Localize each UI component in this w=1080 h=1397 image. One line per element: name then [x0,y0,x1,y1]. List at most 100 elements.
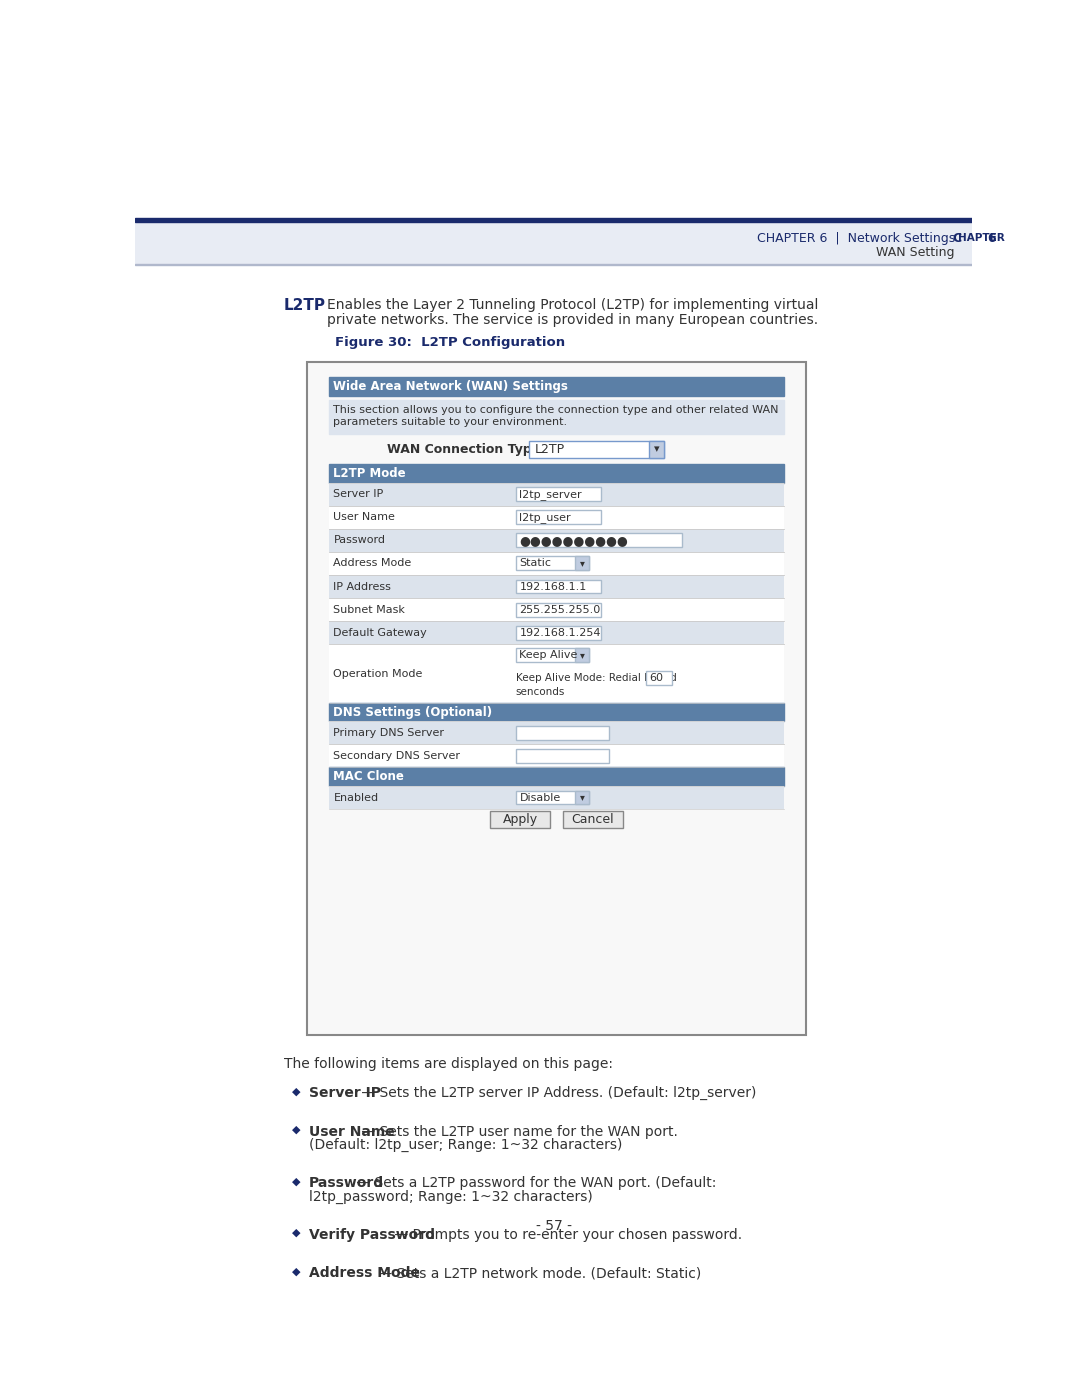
Text: Subnet Mask: Subnet Mask [334,605,405,615]
Bar [328,622,784,644]
Bar [576,648,590,662]
Text: 6: 6 [987,232,996,244]
Bar [328,506,784,529]
Text: Static: Static [519,559,552,569]
Text: C: C [953,232,962,244]
Text: 60: 60 [649,673,663,683]
Text: Disable: Disable [519,792,561,802]
Bar [328,377,784,395]
Text: private networks. The service is provided in many European countries.: private networks. The service is provide… [327,313,819,327]
Bar [515,534,683,548]
Bar [328,482,784,506]
Text: L2TP: L2TP [535,443,565,455]
Text: Keep Alive Mode: Redial Period: Keep Alive Mode: Redial Period [515,673,676,683]
Text: parameters suitable to your environment.: parameters suitable to your environment. [333,418,567,427]
Text: 192.168.1.1: 192.168.1.1 [519,581,586,591]
Bar [328,598,784,622]
Bar [328,703,784,721]
Text: 192.168.1.254: 192.168.1.254 [519,627,600,637]
Text: — Sets a L2TP network mode. (Default: Static): — Sets a L2TP network mode. (Default: St… [374,1267,701,1281]
Bar [515,556,590,570]
Text: IP Address: IP Address [334,581,391,591]
Text: Server IP: Server IP [309,1087,380,1101]
Text: ◆: ◆ [292,1087,300,1097]
Text: — Sets the L2TP user name for the WAN port.: — Sets the L2TP user name for the WAN po… [357,1125,678,1139]
Bar [515,488,600,502]
Bar [515,602,600,616]
Bar [515,648,590,662]
Text: (Default: l2tp_user; Range: 1~32 characters): (Default: l2tp_user; Range: 1~32 charact… [309,1137,622,1153]
Bar [576,791,590,805]
Text: Address Mode: Address Mode [309,1267,420,1281]
Bar [135,168,972,219]
Bar [529,441,664,458]
Text: User Name: User Name [309,1125,394,1139]
Text: Enabled: Enabled [334,792,378,802]
Bar [515,510,600,524]
Text: ▾: ▾ [580,792,584,802]
Bar [328,464,784,482]
Bar [515,749,609,763]
Text: Enables the Layer 2 Tunneling Protocol (L2TP) for implementing virtual: Enables the Layer 2 Tunneling Protocol (… [327,298,819,312]
Bar [328,721,784,745]
Bar [328,644,784,703]
Bar [515,580,600,594]
Bar [328,400,784,434]
Text: ◆: ◆ [292,1176,300,1186]
Bar [563,812,623,828]
Bar [490,812,551,828]
Bar [328,576,784,598]
Text: — Prompts you to re-enter your chosen password.: — Prompts you to re-enter your chosen pa… [390,1228,742,1242]
Text: WAN Setting: WAN Setting [877,246,955,258]
Text: Operation Mode: Operation Mode [334,669,422,679]
Bar [328,787,784,809]
Text: MAC Clone: MAC Clone [334,770,404,784]
Bar [328,745,784,767]
Text: Address Mode: Address Mode [334,559,411,569]
Text: Password: Password [334,535,386,545]
Text: L2TP Mode: L2TP Mode [334,467,406,479]
Text: l2tp_password; Range: 1~32 characters): l2tp_password; Range: 1~32 characters) [309,1189,592,1204]
Bar [515,791,590,805]
Text: Server IP: Server IP [334,489,383,499]
Text: ▾: ▾ [653,444,660,454]
Text: l2tp_user: l2tp_user [519,511,571,522]
Bar [649,441,664,458]
Bar [328,552,784,576]
Text: Cancel: Cancel [571,813,615,827]
Text: senconds: senconds [515,687,565,697]
Text: Apply: Apply [502,813,538,827]
Text: - 57 -: - 57 - [536,1220,571,1234]
Bar [515,726,609,740]
Text: Primary DNS Server: Primary DNS Server [334,728,444,738]
Bar [135,219,972,264]
Text: Keep Alive: Keep Alive [519,650,578,659]
Text: Verify Password: Verify Password [309,1228,434,1242]
Text: Figure 30:  L2TP Configuration: Figure 30: L2TP Configuration [335,337,565,349]
Text: L2TP: L2TP [284,298,326,313]
Text: User Name: User Name [334,513,395,522]
Bar [307,362,806,1035]
Text: ●●●●●●●●●●: ●●●●●●●●●● [519,534,629,546]
Text: l2tp_server: l2tp_server [519,489,582,500]
Text: — Sets the L2TP server IP Address. (Default: l2tp_server): — Sets the L2TP server IP Address. (Defa… [357,1087,757,1101]
Bar [135,218,972,222]
Text: ◆: ◆ [292,1228,300,1238]
Text: The following items are displayed on this page:: The following items are displayed on thi… [284,1058,612,1071]
Text: This section allows you to configure the connection type and other related WAN: This section allows you to configure the… [333,405,778,415]
Text: Password: Password [309,1176,383,1190]
Bar [515,626,600,640]
Text: Default Gateway: Default Gateway [334,627,428,637]
Bar [576,556,590,570]
Text: ▾: ▾ [580,559,584,569]
Bar [328,529,784,552]
Bar [646,671,672,685]
Text: DNS Settings (Optional): DNS Settings (Optional) [334,705,492,718]
Text: Secondary DNS Server: Secondary DNS Server [334,752,460,761]
Text: ◆: ◆ [292,1125,300,1134]
Text: CHAPTER 6  |  Network Settings: CHAPTER 6 | Network Settings [757,232,955,244]
Text: WAN Connection Type:: WAN Connection Type: [387,443,545,455]
Text: ▾: ▾ [580,650,584,659]
Bar [328,767,784,787]
Text: Wide Area Network (WAN) Settings: Wide Area Network (WAN) Settings [334,380,568,393]
